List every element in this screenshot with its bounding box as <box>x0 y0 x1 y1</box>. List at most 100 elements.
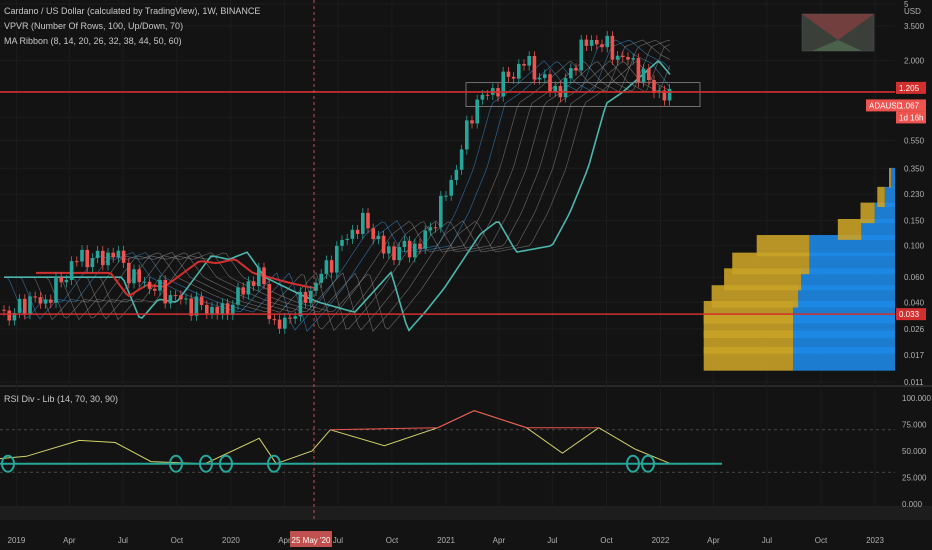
crosshair-date-label: 25 May '20 <box>292 536 331 545</box>
candle-body <box>449 179 453 196</box>
resistance-price-label: 1.205 <box>899 84 920 93</box>
vp-down-bar <box>732 252 810 275</box>
candle-body <box>272 319 277 321</box>
candle-body <box>636 58 641 83</box>
price-tick-label: 0.040 <box>904 298 925 307</box>
vp-down-bar <box>837 219 862 240</box>
candle-body <box>283 317 287 329</box>
candle-body <box>366 212 370 229</box>
candle-body <box>210 306 214 314</box>
candle-body <box>454 169 459 180</box>
candle-body <box>54 276 58 303</box>
rsi-divergence-marker <box>641 454 655 473</box>
vp-down-bar <box>860 202 875 224</box>
candle-body <box>439 195 443 228</box>
currency-label: USD <box>904 7 921 16</box>
rsi-divergence-marker <box>219 454 233 473</box>
candle-body <box>158 279 162 291</box>
support-price-label-box <box>896 308 926 321</box>
candle-body <box>90 258 95 268</box>
candle-body <box>220 303 225 315</box>
symbol-label-box <box>866 99 896 112</box>
price-tick-label: 0.150 <box>904 217 925 226</box>
horizontal-lines[interactable] <box>0 91 895 315</box>
long-ma-line <box>36 258 319 298</box>
rsi-divergence-marker <box>199 454 213 473</box>
candle-body <box>662 90 667 101</box>
candle-body <box>433 227 438 229</box>
candle-body <box>251 281 256 286</box>
candle-body <box>355 229 360 234</box>
price-tick-label: 0.060 <box>904 273 925 282</box>
candle-body <box>241 287 245 295</box>
rsi-divergence-marker <box>1 454 15 473</box>
candle-body <box>501 71 505 97</box>
rsi-legend[interactable]: RSI Div - Lib (14, 70, 30, 90) <box>4 394 119 404</box>
candle-body <box>298 291 303 317</box>
vp-down-bar <box>877 186 885 208</box>
vpvr-legend[interactable]: VPVR (Number Of Rows, 100, Up/Down, 70) <box>4 21 184 31</box>
candle-body <box>137 269 141 283</box>
axes: 53.5002.0000.8000.5500.3500.2300.1500.10… <box>8 0 931 547</box>
candle-body <box>38 297 43 304</box>
current-price-label: 1.067 <box>899 101 920 110</box>
candle-body <box>309 290 313 303</box>
candle-body <box>319 273 323 283</box>
rsi-divergence-marker <box>267 454 281 473</box>
candle-body <box>574 68 578 71</box>
candle-body <box>511 76 516 79</box>
candle-body <box>459 149 464 170</box>
vp-up-bar <box>890 167 895 188</box>
vp-up-bar <box>884 186 895 208</box>
countdown-label-box <box>896 111 926 124</box>
candle-body <box>64 279 69 283</box>
chart-thumbnail <box>801 13 875 52</box>
empty-pane <box>0 508 932 520</box>
support-price-label: 0.033 <box>899 310 920 319</box>
rsi-divergence-marker <box>626 454 640 473</box>
candle-body <box>444 195 448 197</box>
candle-body <box>506 71 511 77</box>
candle-body <box>345 238 349 240</box>
candle-body <box>33 296 37 298</box>
time-tick-label: 2022 <box>652 536 670 545</box>
rsi-tick-label: 100.000 <box>902 394 931 403</box>
candle-body <box>267 284 271 320</box>
candle-body <box>428 227 433 231</box>
candle-body <box>173 295 178 297</box>
candle-body <box>667 88 672 101</box>
time-tick-label: 2020 <box>222 536 240 545</box>
candle-body <box>189 298 193 316</box>
candle-body <box>595 39 599 45</box>
candle-body <box>423 230 427 249</box>
candle-body <box>537 77 542 80</box>
candle-body <box>80 249 84 262</box>
candle-body <box>28 296 32 315</box>
candle-body <box>589 39 594 46</box>
time-tick-label: Apr <box>278 536 291 545</box>
time-tick-label: Jul <box>118 536 128 545</box>
candle-body <box>101 250 105 266</box>
candle-body <box>387 246 391 254</box>
candle-body <box>485 94 490 96</box>
time-tick-label: Apr <box>707 536 720 545</box>
ma-ribbon-legend[interactable]: MA Ribbon (8, 14, 20, 26, 32, 38, 44, 50… <box>4 36 182 46</box>
time-tick-label: 2019 <box>8 536 26 545</box>
crosshair-date-box <box>290 531 332 547</box>
price-tick-label: 3.500 <box>904 22 925 31</box>
candle-body <box>324 260 329 274</box>
rsi-divergence-marker <box>169 454 183 473</box>
candle-body <box>579 39 583 71</box>
candle-body <box>75 261 79 263</box>
time-tick-label: 2021 <box>437 536 455 545</box>
candle-body <box>350 229 355 239</box>
candle-body <box>522 63 526 66</box>
candle-body <box>631 58 635 60</box>
rsi-tick-label: 75.000 <box>902 421 927 430</box>
candle-body <box>652 80 656 94</box>
candle-body <box>163 279 167 304</box>
rsi-tick-label: 50.000 <box>902 447 927 456</box>
candle-body <box>361 212 365 234</box>
volume-profile <box>465 82 895 371</box>
